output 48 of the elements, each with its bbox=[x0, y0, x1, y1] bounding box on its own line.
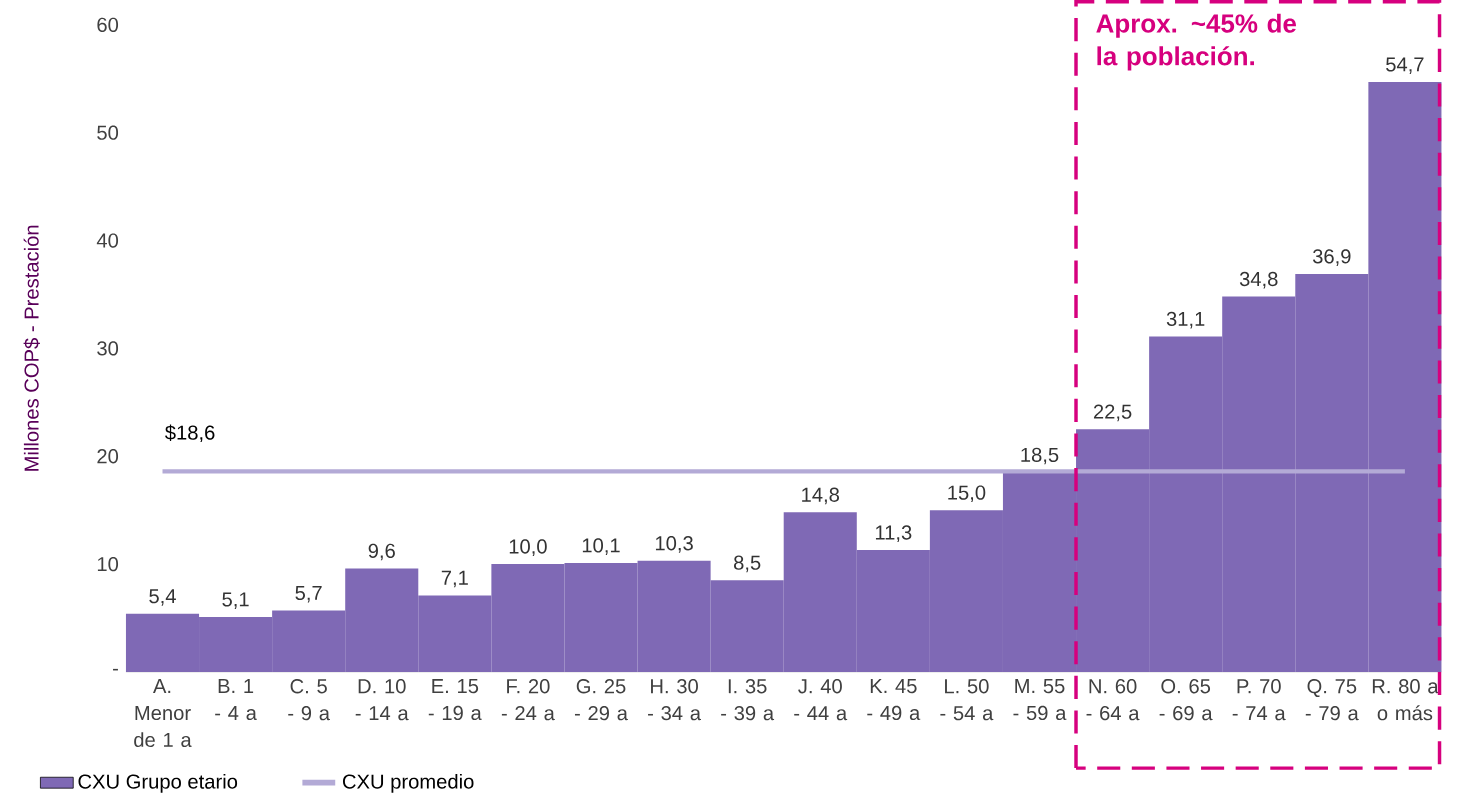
data-label: 18,5 bbox=[1021, 447, 1059, 465]
x-tick-label: F. 20 - 24 a bbox=[501, 678, 555, 721]
x-tick-label: L. 50 - 54 a bbox=[940, 678, 994, 721]
x-tick-label: M. 55 - 59 a bbox=[1013, 678, 1067, 720]
x-tick-label: D. 10 - 14 a bbox=[355, 678, 409, 721]
y-tick-label: 10 bbox=[97, 556, 119, 572]
data-label: 15,0 bbox=[948, 485, 986, 502]
x-tick-label: K. 45 - 49 a bbox=[867, 678, 921, 720]
annotation: Aprox. ~45% de la población. bbox=[1096, 13, 1296, 71]
x-tick-label: B. 1 - 4 a bbox=[215, 678, 257, 720]
y-tick-label: 40 bbox=[96, 233, 119, 248]
annotation: $18,6 bbox=[165, 424, 215, 443]
data-label: 10,0 bbox=[509, 539, 547, 556]
data-label: 11,3 bbox=[875, 525, 912, 542]
x-tick-label: I. 35 - 39 a bbox=[721, 678, 775, 721]
x-tick-label: R. 80 a o más bbox=[1372, 678, 1439, 721]
data-label: 8,5 bbox=[734, 555, 761, 573]
data-label: 14,8 bbox=[802, 487, 840, 505]
data-label: 22,5 bbox=[1093, 404, 1132, 422]
y-tick-label: 50 bbox=[97, 125, 119, 140]
data-label: 10,3 bbox=[655, 536, 693, 553]
data-label: 10,1 bbox=[582, 538, 620, 555]
x-tick-label: N. 60 - 64 a bbox=[1086, 678, 1140, 721]
data-label: 5,1 bbox=[222, 592, 249, 609]
x-tick-label: Q. 75 - 79 a bbox=[1305, 678, 1359, 721]
x-tick-label: C. 5 - 9 a bbox=[288, 678, 330, 721]
data-label: 31,1 bbox=[1166, 311, 1205, 329]
y-tick-label: 20 bbox=[97, 449, 119, 464]
y-axis-title: Millones COP$ - Prestación bbox=[23, 225, 40, 471]
x-tick-label: G. 25 - 29 a bbox=[574, 678, 628, 721]
data-label: 34,8 bbox=[1239, 271, 1278, 289]
data-label: 54,7 bbox=[1386, 57, 1424, 74]
data-label: 5,4 bbox=[149, 589, 176, 606]
data-label: 7,1 bbox=[441, 570, 468, 588]
x-tick-label: A. Menor de 1 a bbox=[134, 678, 192, 747]
x-tick-label: O. 65 - 69 a bbox=[1159, 678, 1213, 721]
data-label: 9,6 bbox=[368, 543, 395, 561]
y-tick-label: 60 bbox=[97, 17, 119, 32]
x-tick-label: J. 40 - 44 a bbox=[794, 678, 848, 721]
x-tick-label: H. 30 - 34 a bbox=[648, 678, 701, 721]
y-tick-label: - bbox=[113, 668, 118, 671]
x-tick-label: P. 70 - 74 a bbox=[1232, 678, 1286, 721]
legend-label: CXU promedio bbox=[342, 773, 474, 793]
legend-label: CXU Grupo etario bbox=[78, 773, 238, 793]
data-label: 5,7 bbox=[295, 585, 322, 603]
x-tick-label: E. 15 - 19 a bbox=[428, 678, 482, 720]
y-tick-label: 30 bbox=[97, 341, 119, 356]
data-label: 36,9 bbox=[1312, 249, 1351, 266]
